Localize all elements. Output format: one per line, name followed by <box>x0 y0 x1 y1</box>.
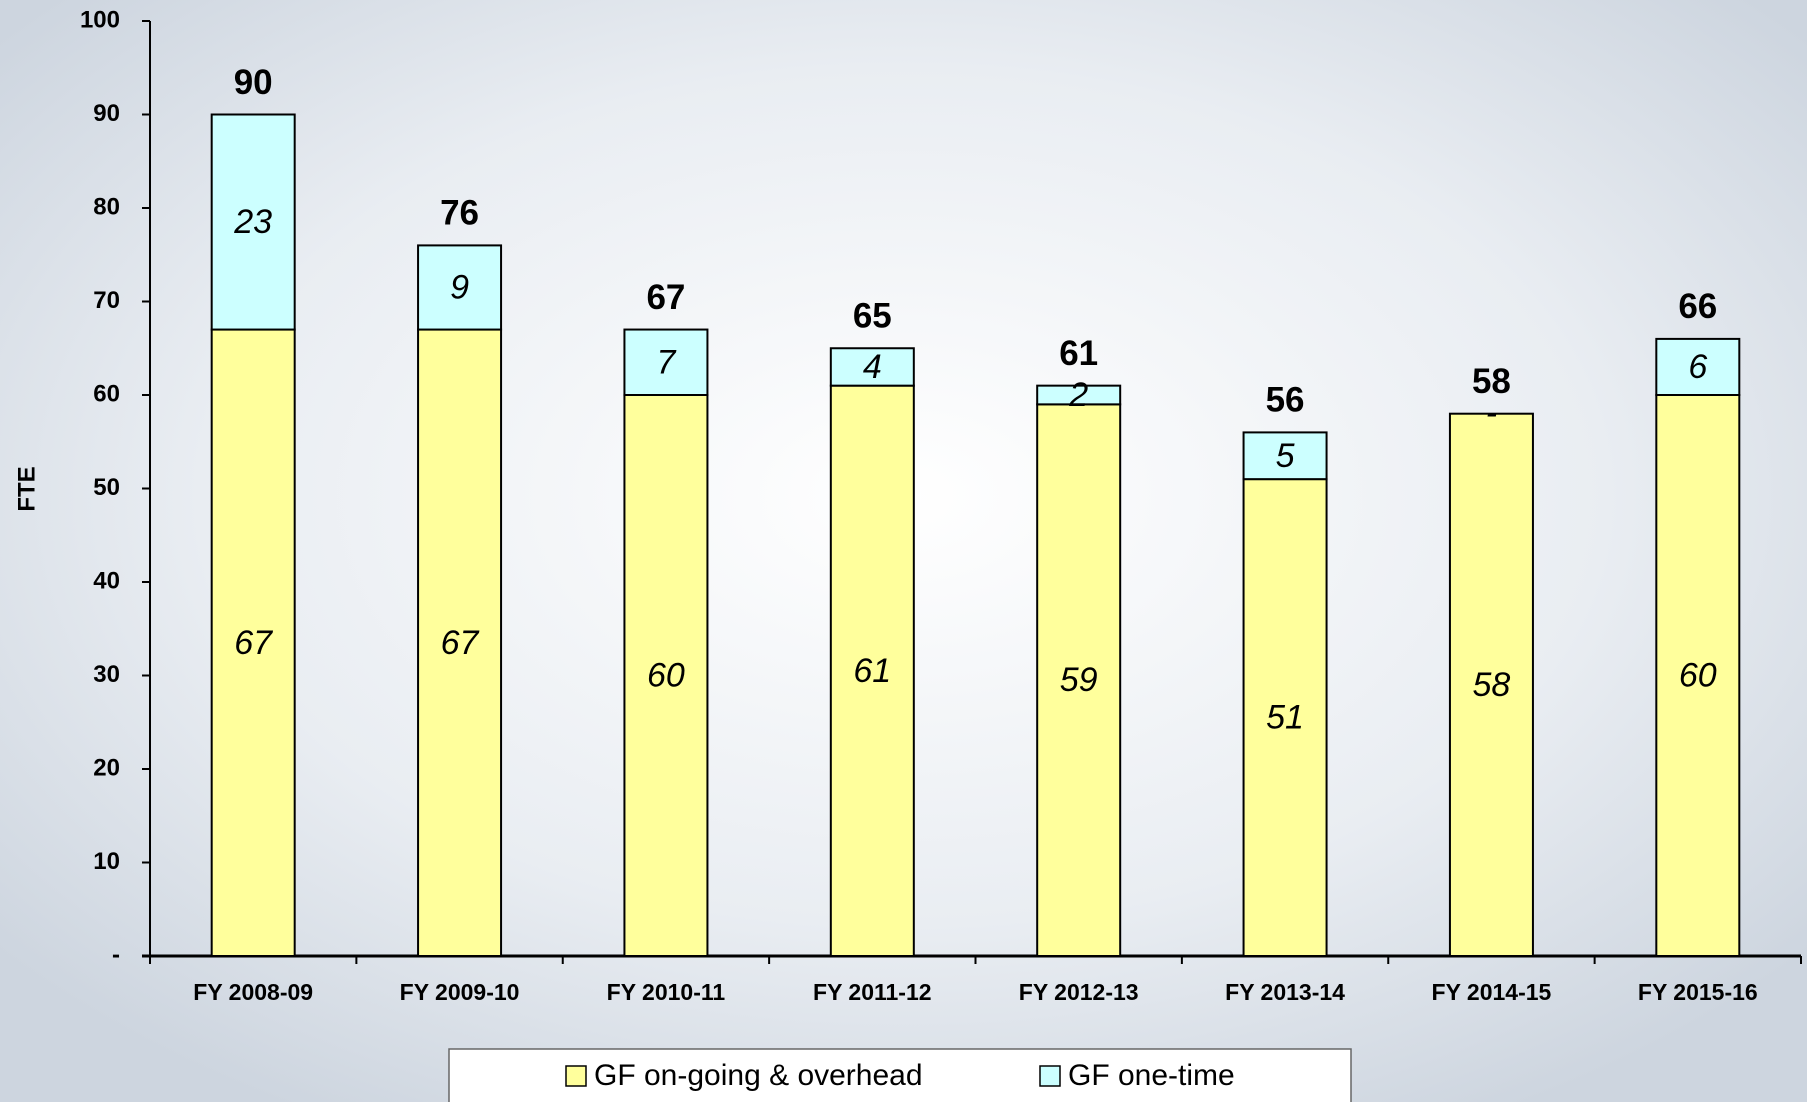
segment-label: 58 <box>1473 666 1511 704</box>
total-label: 90 <box>234 63 273 102</box>
bar-segment <box>1242 478 1328 957</box>
bar-segment <box>623 394 709 957</box>
legend-swatch <box>565 1065 587 1087</box>
bar-segment <box>1036 384 1122 406</box>
total-label: 56 <box>1266 381 1305 420</box>
segment-label: 59 <box>1060 661 1098 699</box>
bar-segment <box>1655 337 1741 396</box>
y-tick-label: 70 <box>93 287 120 314</box>
total-label: 66 <box>1678 287 1717 326</box>
segment-label: 2 <box>1068 376 1088 414</box>
bar-segment <box>1448 412 1534 957</box>
segment-label: 60 <box>647 656 685 694</box>
bar-segment <box>829 347 915 387</box>
y-tick-label: 90 <box>93 100 120 127</box>
bar-segment <box>1036 403 1122 958</box>
total-label: 58 <box>1472 362 1511 401</box>
bar-segment <box>210 113 296 331</box>
total-label: 65 <box>853 297 892 336</box>
y-tick-label: 20 <box>93 754 120 781</box>
x-tick-label: FY 2009-10 <box>400 979 520 1005</box>
y-tick-label: 30 <box>93 661 120 688</box>
x-tick-label: FY 2010-11 <box>607 979 726 1005</box>
segment-label: 6 <box>1688 348 1707 386</box>
segment-label: 23 <box>233 203 272 241</box>
x-tick-label: FY 2012-13 <box>1019 979 1139 1005</box>
bar-segment <box>623 328 709 396</box>
segment-label: 4 <box>863 348 882 386</box>
segment-label: 67 <box>441 624 480 662</box>
y-axis-label: FTE <box>13 466 40 511</box>
y-tick-label: 40 <box>93 567 120 594</box>
legend-label: GF on-going & overhead <box>594 1059 923 1092</box>
segment-label: 7 <box>656 343 676 381</box>
total-label: 76 <box>440 194 479 233</box>
x-tick-label: FY 2014-15 <box>1432 979 1552 1005</box>
bar-segment <box>1242 431 1328 481</box>
segment-label: - <box>1486 395 1497 433</box>
segment-label: 5 <box>1276 437 1295 475</box>
bar-segment <box>829 384 915 957</box>
segment-label: 9 <box>450 268 469 306</box>
x-tick-label: FY 2011-12 <box>813 979 932 1005</box>
segment-label: 61 <box>853 652 891 690</box>
bar-segment <box>417 328 503 957</box>
segment-label: 60 <box>1679 656 1717 694</box>
x-tick-label: FY 2013-14 <box>1225 979 1345 1005</box>
legend-box <box>448 1048 1352 1102</box>
x-tick-label: FY 2008-09 <box>193 979 313 1005</box>
legend-swatch <box>1039 1065 1061 1087</box>
total-label: 61 <box>1059 334 1098 373</box>
total-label: 67 <box>646 278 685 317</box>
segment-label: 67 <box>234 624 273 662</box>
segment-label: 51 <box>1266 699 1304 737</box>
y-tick-label: - <box>112 941 120 968</box>
x-tick-label: FY 2015-16 <box>1638 979 1758 1005</box>
y-tick-label: 10 <box>93 848 120 875</box>
y-tick-label: 60 <box>93 380 120 407</box>
y-tick-label: 80 <box>93 193 120 220</box>
bar-segment <box>417 244 503 331</box>
y-tick-label: 50 <box>93 474 120 501</box>
legend-label: GF one-time <box>1068 1059 1235 1092</box>
y-tick-label: 100 <box>80 6 120 33</box>
